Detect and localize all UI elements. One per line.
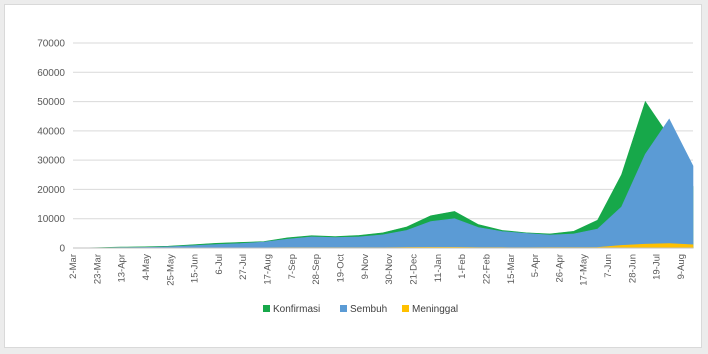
chart: 70000 60000 50000 40000 30000 20000 10000 0 2-M… <box>37 39 694 315</box>
x-tick-label: 23-Mar <box>92 254 103 284</box>
x-tick-label: 6-Jul <box>214 254 225 275</box>
x-tick-label: 1-Feb <box>457 254 468 279</box>
x-tick-label: 27-Jul <box>238 254 249 280</box>
x-tick-label: 7-Jun <box>603 254 614 278</box>
x-tick-label: 28-Jun <box>627 254 638 283</box>
x-tick-label: 19-Jul <box>652 254 663 280</box>
legend-swatch-sembuh <box>340 305 347 312</box>
y-tick-label: 50000 <box>37 97 65 108</box>
y-axis-ticks: 70000 60000 50000 40000 30000 20000 10000 0 <box>37 39 65 255</box>
x-tick-label: 11-Jan <box>433 254 444 282</box>
legend-label-sembuh: Sembuh <box>350 304 387 315</box>
x-tick-label: 9-Aug <box>676 254 687 279</box>
series-area <box>72 100 694 249</box>
y-tick-label: 20000 <box>37 185 65 196</box>
y-tick-label: 70000 <box>37 39 65 50</box>
y-tick-label: 40000 <box>37 126 65 137</box>
x-tick-label: 2-Mar <box>68 254 79 279</box>
gridlines <box>73 42 693 249</box>
series-sembuh <box>72 118 694 249</box>
x-tick-label: 22-Feb <box>481 254 492 284</box>
y-tick-label: 30000 <box>37 156 65 167</box>
legend-label-konfirmasi: Konfirmasi <box>273 304 320 315</box>
x-tick-label: 15-Mar <box>506 254 517 284</box>
x-tick-label: 30-Nov <box>384 254 395 285</box>
x-tick-label: 17-Aug <box>263 254 274 285</box>
y-tick-label: 60000 <box>37 68 65 79</box>
x-tick-label: 19-Oct <box>336 254 347 283</box>
x-tick-label: 9-Nov <box>360 254 371 280</box>
legend: Konfirmasi Sembuh Meninggal <box>263 304 458 315</box>
x-tick-label: 5-Apr <box>530 254 541 277</box>
series-konfirmasi <box>72 100 694 249</box>
x-axis: 2-Mar 23-Mar 13-Apr 4-May 25-May 15-Jun 6-Jul 2… <box>68 247 693 286</box>
y-tick-label: 0 <box>59 244 65 255</box>
x-tick-label: 7-Sep <box>287 254 298 279</box>
x-tick-label: 25-May <box>165 254 176 286</box>
legend-swatch-meninggal <box>402 305 409 312</box>
x-tick-label: 4-May <box>141 254 152 281</box>
x-tick-label: 28-Sep <box>311 254 322 285</box>
x-tick-label: 13-Apr <box>117 254 128 283</box>
y-tick-label: 10000 <box>37 214 65 225</box>
x-tick-label: 15-Jun <box>190 254 201 283</box>
x-tick-label: 21-Dec <box>408 254 419 285</box>
x-tick-label: 26-Apr <box>554 254 565 283</box>
legend-swatch-konfirmasi <box>263 305 270 312</box>
legend-label-meninggal: Meninggal <box>412 304 458 315</box>
x-tick-label: 17-May <box>579 254 590 286</box>
chart-frame: 70000 60000 50000 40000 30000 20000 10000 0 2-M… <box>4 4 702 348</box>
